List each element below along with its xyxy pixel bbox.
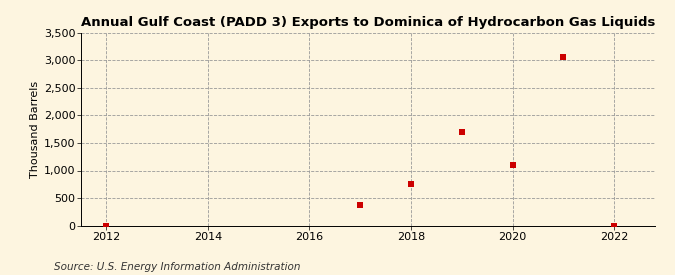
Point	[101, 223, 112, 228]
Point	[406, 182, 416, 186]
Y-axis label: Thousand Barrels: Thousand Barrels	[30, 81, 40, 178]
Text: Source: U.S. Energy Information Administration: Source: U.S. Energy Information Administ…	[54, 262, 300, 272]
Point	[558, 55, 569, 59]
Point	[456, 130, 467, 134]
Point	[355, 203, 366, 207]
Point	[609, 223, 620, 228]
Title: Annual Gulf Coast (PADD 3) Exports to Dominica of Hydrocarbon Gas Liquids: Annual Gulf Coast (PADD 3) Exports to Do…	[81, 16, 655, 29]
Point	[507, 163, 518, 167]
